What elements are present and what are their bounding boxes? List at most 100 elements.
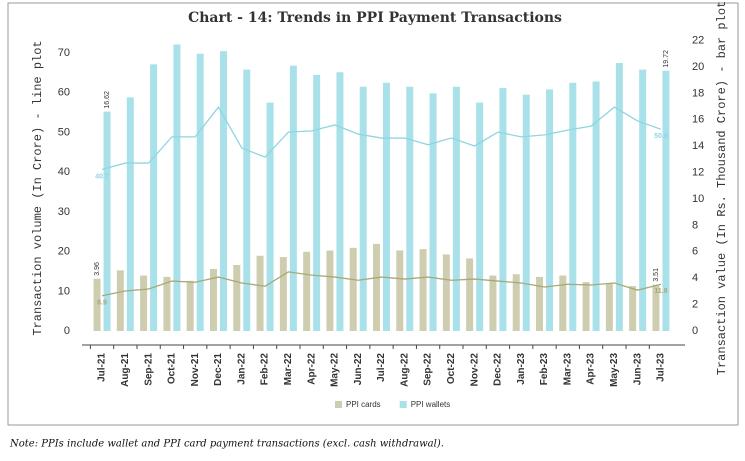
y2-tick-label: 2 [692,299,698,311]
line-value-label: 11.8 [654,288,667,295]
chart-title: Chart - 14: Trends in PPI Payment Transa… [188,10,562,26]
bar [243,69,251,332]
legend-swatch [399,401,407,408]
bar [196,53,204,332]
bar [592,81,600,332]
x-tick-label: Apr-23 [586,353,597,385]
bar [150,64,158,332]
y2-tick-label: 4 [692,272,698,284]
bar [396,250,404,332]
bar-value-label: 16.62 [104,91,111,109]
x-tick-label: Apr-22 [306,353,317,385]
y2-tick-label: 20 [692,61,704,73]
x-tick-label: Mar-23 [562,353,573,386]
y-tick-label: 60 [58,87,70,99]
legend-label: PPI wallets [411,400,451,409]
y2-tick-label: 12 [692,166,704,178]
bar [429,93,437,332]
x-tick-label: Feb-23 [539,353,550,386]
bar [219,51,227,332]
line-value-label: 8.9 [97,300,107,307]
bar [605,283,613,332]
y2-tick-label: 10 [692,193,704,205]
x-tick-label: Jul-21 [97,353,108,382]
bar [336,72,344,332]
bar [186,280,194,332]
x-tick-label: Jan-23 [516,353,527,385]
legend-label: PPI cards [346,400,381,409]
y-tick-label: 40 [58,166,70,178]
y-tick-label: 10 [58,285,70,297]
y2-tick-label: 18 [692,87,704,99]
bar [233,264,241,332]
bar [126,97,134,332]
frame [7,2,739,426]
x-tick-label: Jul-23 [656,353,667,382]
y-tick-label: 0 [64,325,70,337]
y2-tick-label: 22 [692,34,704,46]
x-tick-label: Dec-21 [213,353,224,386]
x-tick-label: Dec-22 [493,353,504,386]
y2-tick-label: 14 [692,140,704,152]
bar [536,276,544,332]
bar [256,255,264,332]
bar [289,65,297,332]
y2-tick-label: 8 [692,219,698,231]
bar [163,276,171,332]
bar [406,86,414,332]
bar [476,102,484,332]
line [101,271,662,297]
x-tick-label: Aug-21 [120,353,131,387]
x-tick-label: May-23 [609,353,620,387]
bar [373,243,380,332]
x-tick-label: Nov-22 [469,353,480,387]
y2-axis-title: Transaction value (In Rs. Thousand Crore… [715,1,729,375]
note: Note: PPIs include wallet and PPI card p… [9,439,444,450]
y-axis-title: Transaction volume (In Crore) - line plo… [31,40,45,335]
y-tick-label: 50 [58,126,70,138]
x-tick-label: Nov-21 [190,353,201,387]
x-tick-label: Jul-22 [376,353,387,382]
bar-value-label: 19.72 [663,50,670,68]
bar [499,88,507,332]
bar [615,63,623,332]
bar [442,254,450,332]
bar [452,86,460,332]
x-tick-label: Aug-22 [399,353,410,387]
x-tick-label: Sep-21 [143,353,154,386]
bar [582,282,590,332]
x-tick-label: Jun-23 [632,353,643,386]
line-value-label: 50.8 [654,133,668,140]
bar [419,249,427,332]
bar [93,278,101,332]
bar [326,250,334,332]
bar [116,270,124,332]
bar [140,275,148,332]
bar [173,44,181,332]
bar [466,258,474,332]
y2-tick-label: 16 [692,114,704,126]
bar [266,102,274,332]
bar [546,89,554,332]
bar-value-label: 3.51 [653,268,660,282]
x-tick-label: Oct-22 [446,353,457,385]
bar [639,69,647,332]
bar-value-label: 3.96 [94,262,101,276]
y-tick-label: 70 [58,47,70,59]
y2-tick-label: 0 [692,325,698,337]
bar [313,74,321,332]
x-tick-label: Oct-21 [167,353,178,385]
bar [652,284,660,332]
bar [383,82,390,332]
bar [489,275,497,332]
x-tick-label: Feb-22 [260,353,271,386]
x-tick-label: Sep-22 [423,353,434,386]
bar [103,111,111,332]
x-tick-label: Jun-22 [353,353,364,386]
bar [359,86,367,332]
bar [349,247,357,332]
x-tick-label: Jan-22 [236,353,247,385]
bar [279,257,287,332]
